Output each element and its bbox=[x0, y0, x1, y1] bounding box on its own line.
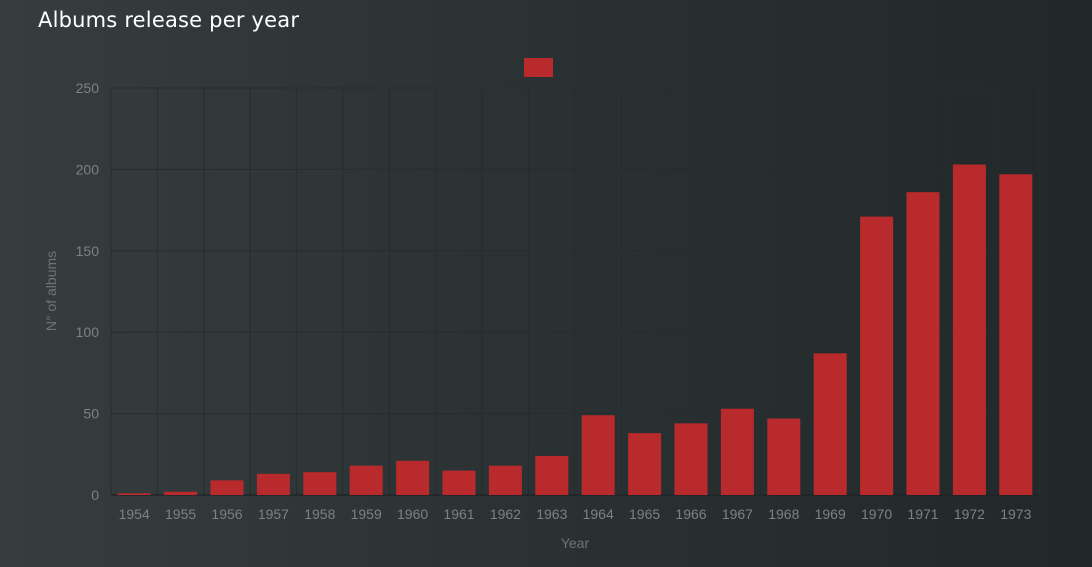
x-tick-label: 1970 bbox=[861, 506, 892, 522]
y-tick-label: 100 bbox=[76, 324, 100, 340]
x-tick-label: 1965 bbox=[629, 506, 660, 522]
bar-1971[interactable] bbox=[906, 192, 940, 495]
x-tick-label: 1960 bbox=[397, 506, 428, 522]
x-tick-label: 1971 bbox=[907, 506, 938, 522]
bar-1972[interactable] bbox=[952, 164, 986, 496]
x-tick-label: 1958 bbox=[304, 506, 335, 522]
bar-1955[interactable] bbox=[164, 491, 198, 495]
bar-1969[interactable] bbox=[813, 353, 847, 495]
bar-1970[interactable] bbox=[860, 216, 894, 495]
bar-1973[interactable] bbox=[999, 174, 1033, 495]
bar-1959[interactable] bbox=[349, 465, 383, 495]
bar-1966[interactable] bbox=[674, 423, 708, 495]
x-tick-label: 1955 bbox=[165, 506, 196, 522]
chart-title: Albums release per year bbox=[38, 8, 300, 32]
bars bbox=[117, 164, 1033, 496]
x-tick-label: 1963 bbox=[536, 506, 567, 522]
bar-1961[interactable] bbox=[442, 470, 476, 495]
y-tick-label: 50 bbox=[83, 406, 99, 422]
y-tick-label: 250 bbox=[76, 80, 100, 96]
bar-1967[interactable] bbox=[720, 408, 754, 495]
y-tick-label: 150 bbox=[76, 243, 100, 259]
bar-1957[interactable] bbox=[256, 473, 290, 495]
x-tick-label: 1957 bbox=[258, 506, 289, 522]
x-tick-label: 1962 bbox=[490, 506, 521, 522]
x-tick-label: 1969 bbox=[815, 506, 846, 522]
x-tick-label: 1972 bbox=[954, 506, 985, 522]
x-tick-label: 1954 bbox=[119, 506, 150, 522]
x-tick-label: 1966 bbox=[675, 506, 706, 522]
legend-swatch[interactable] bbox=[524, 58, 553, 77]
bar-1963[interactable] bbox=[535, 455, 569, 495]
y-tick-label: 200 bbox=[76, 161, 100, 177]
x-axis-label: Year bbox=[561, 535, 590, 551]
bar-1960[interactable] bbox=[396, 460, 430, 495]
x-axis-ticks: 1954 1955 1956 1957 1958 1959 1960 1961 1962 1963… bbox=[119, 506, 1032, 522]
grid-lines bbox=[110, 87, 1040, 496]
y-tick-label: 0 bbox=[91, 487, 99, 503]
x-tick-label: 1964 bbox=[583, 506, 614, 522]
x-tick-label: 1967 bbox=[722, 506, 753, 522]
x-tick-label: 1973 bbox=[1000, 506, 1031, 522]
bar-1964[interactable] bbox=[581, 415, 615, 495]
x-tick-label: 1959 bbox=[351, 506, 382, 522]
bar-1965[interactable] bbox=[628, 433, 662, 495]
y-axis-label: N° of albums bbox=[43, 251, 59, 331]
bar-1968[interactable] bbox=[767, 418, 801, 495]
y-axis-ticks: 0 50 100 150 200 250 bbox=[76, 80, 100, 503]
bar-1958[interactable] bbox=[303, 472, 337, 495]
x-tick-label: 1956 bbox=[211, 506, 242, 522]
bar-1954[interactable] bbox=[117, 493, 151, 495]
x-tick-label: 1961 bbox=[443, 506, 474, 522]
bar-1962[interactable] bbox=[488, 465, 522, 495]
bar-1956[interactable] bbox=[210, 480, 244, 495]
x-tick-label: 1968 bbox=[768, 506, 799, 522]
